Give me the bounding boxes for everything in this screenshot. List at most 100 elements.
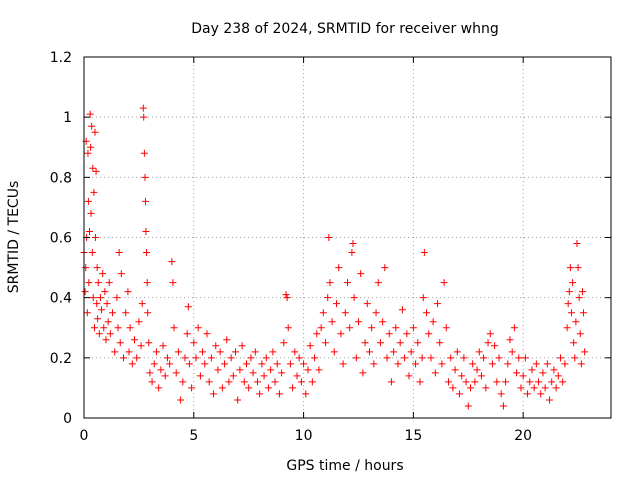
data-point: [179, 378, 187, 386]
data-point: [253, 378, 261, 386]
data-point: [190, 339, 198, 347]
x-tick-label: 15: [404, 428, 422, 444]
data-point: [278, 369, 286, 377]
y-tick-label: 1.2: [50, 50, 72, 66]
data-point: [319, 309, 327, 317]
data-point: [141, 197, 149, 205]
data-point: [283, 294, 291, 302]
data-point: [566, 264, 574, 272]
data-point: [372, 309, 380, 317]
data-point: [103, 300, 111, 308]
data-point: [387, 378, 395, 386]
x-tick-label: 20: [514, 428, 532, 444]
data-point: [359, 369, 367, 377]
data-point: [409, 324, 417, 332]
data-point: [212, 342, 220, 350]
x-axis-label: GPS time / hours: [286, 458, 403, 474]
data-point: [339, 360, 347, 368]
data-point: [201, 360, 209, 368]
data-point: [541, 384, 549, 392]
data-point: [229, 372, 237, 380]
data-point: [168, 258, 176, 266]
data-point: [519, 372, 527, 380]
data-point: [482, 384, 490, 392]
data-point: [196, 372, 204, 380]
data-point: [245, 384, 253, 392]
data-point: [116, 339, 124, 347]
data-point: [577, 360, 585, 368]
data-point: [188, 384, 196, 392]
data-point: [414, 339, 422, 347]
data-point: [363, 300, 371, 308]
data-point: [578, 288, 586, 296]
data-point: [138, 300, 146, 308]
data-point: [420, 249, 428, 257]
data-point: [210, 390, 218, 398]
data-points: [80, 104, 589, 410]
data-point: [425, 330, 433, 338]
data-point: [311, 354, 319, 362]
data-point: [464, 402, 472, 410]
data-point: [184, 303, 192, 311]
data-point: [431, 369, 439, 377]
data-point: [405, 372, 413, 380]
data-point: [581, 348, 589, 356]
data-point: [324, 294, 332, 302]
data-point: [117, 270, 125, 278]
data-point: [570, 339, 578, 347]
data-point: [194, 324, 202, 332]
data-point: [493, 378, 501, 386]
data-point: [122, 309, 130, 317]
data-point: [104, 318, 112, 326]
data-point: [574, 264, 582, 272]
y-tick-label: 0.2: [50, 351, 72, 367]
data-point: [84, 197, 92, 205]
data-point: [322, 339, 330, 347]
data-point: [548, 378, 556, 386]
data-point: [565, 288, 573, 296]
data-point: [349, 240, 357, 248]
data-point: [475, 348, 483, 356]
data-point: [89, 164, 97, 172]
data-point: [477, 372, 485, 380]
data-point: [561, 360, 569, 368]
data-point: [111, 348, 119, 356]
y-tick-label: 0.6: [50, 231, 72, 247]
data-point: [403, 330, 411, 338]
data-point: [543, 360, 551, 368]
data-point: [567, 309, 575, 317]
x-tick-label: 5: [189, 428, 198, 444]
data-point: [86, 110, 94, 118]
data-point: [315, 366, 323, 374]
data-point: [449, 384, 457, 392]
data-point: [306, 342, 314, 350]
data-point: [275, 390, 283, 398]
x-tick-label: 10: [295, 428, 313, 444]
data-point: [381, 264, 389, 272]
data-point: [93, 300, 101, 308]
data-point: [442, 324, 450, 332]
data-point: [291, 348, 299, 356]
data-point: [271, 378, 279, 386]
data-point: [418, 354, 426, 362]
data-point: [580, 309, 588, 317]
data-point: [526, 378, 534, 386]
data-point: [249, 369, 257, 377]
y-tick-label: 0.4: [50, 291, 72, 307]
y-axis-label: SRMTID / TECUs: [6, 181, 22, 294]
data-point: [539, 369, 547, 377]
data-point: [106, 330, 114, 338]
grid: [84, 57, 611, 418]
data-point: [458, 372, 466, 380]
plot-frame: [83, 56, 612, 419]
data-point: [300, 360, 308, 368]
y-tick-label: 1: [63, 110, 72, 126]
data-point: [133, 354, 141, 362]
data-point: [170, 324, 178, 332]
data-point: [199, 348, 207, 356]
data-point: [471, 378, 479, 386]
data-point: [407, 348, 415, 356]
data-point: [140, 149, 148, 157]
data-point: [284, 324, 292, 332]
data-point: [227, 354, 235, 362]
